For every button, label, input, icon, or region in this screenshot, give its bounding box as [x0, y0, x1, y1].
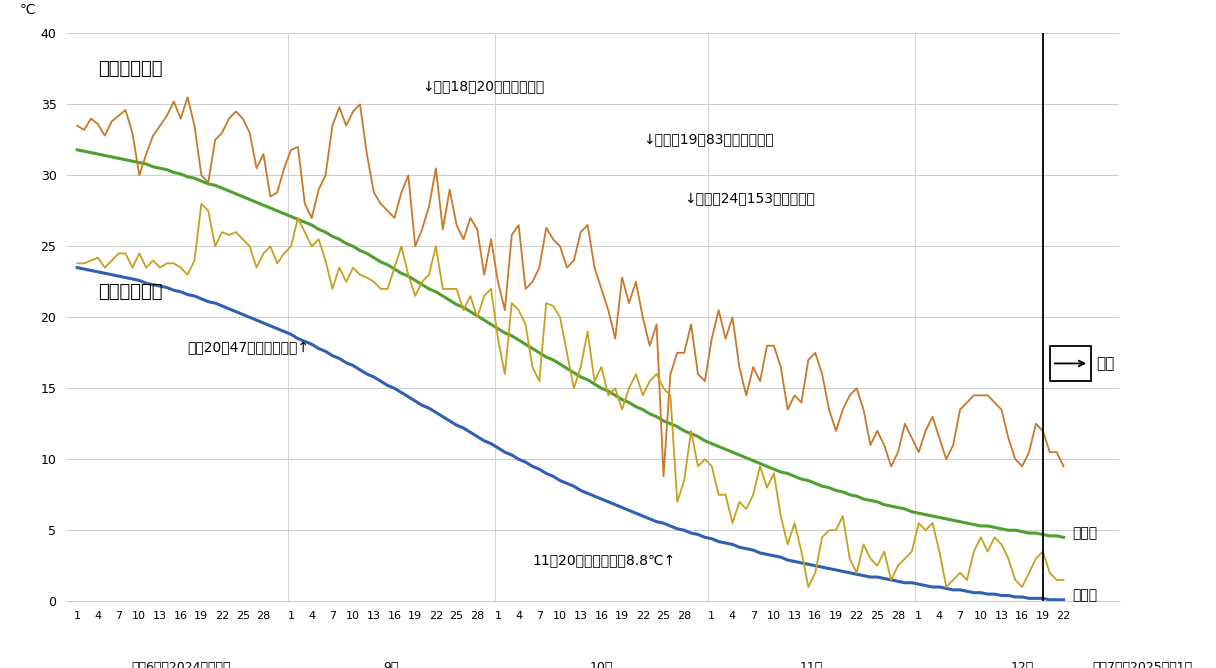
Text: 予報: 予報	[1097, 356, 1115, 371]
Text: ℃: ℃	[19, 3, 35, 16]
Text: ↓９月18日20回目の猛暑日: ↓９月18日20回目の猛暑日	[422, 80, 545, 94]
Text: 9月: 9月	[383, 661, 399, 668]
Text: 11月: 11月	[800, 661, 823, 668]
Text: 平年値: 平年値	[1073, 589, 1098, 603]
Text: 12月: 12月	[1010, 661, 1034, 668]
Text: ↓１０月19日83回目の真夏日: ↓１０月19日83回目の真夏日	[643, 133, 773, 147]
Text: 11月20日の最高気温8.8℃↑: 11月20日の最高気温8.8℃↑	[533, 554, 676, 568]
Text: 【最高気温】: 【最高気温】	[98, 60, 163, 78]
Text: ９月20日47回目の熱帯夜↑: ９月20日47回目の熱帯夜↑	[187, 341, 310, 355]
FancyBboxPatch shape	[1049, 345, 1091, 381]
Text: 平年値: 平年値	[1073, 526, 1098, 540]
Text: 【最低気温】: 【最低気温】	[98, 283, 163, 301]
Text: 令和6年（2024年）８月: 令和6年（2024年）８月	[131, 661, 231, 668]
Text: 10月: 10月	[590, 661, 613, 668]
Text: ↓１０月24日153回目の夏日: ↓１０月24日153回目の夏日	[685, 192, 815, 206]
Text: 令和7年（2025年）1月: 令和7年（2025年）1月	[1093, 661, 1193, 668]
